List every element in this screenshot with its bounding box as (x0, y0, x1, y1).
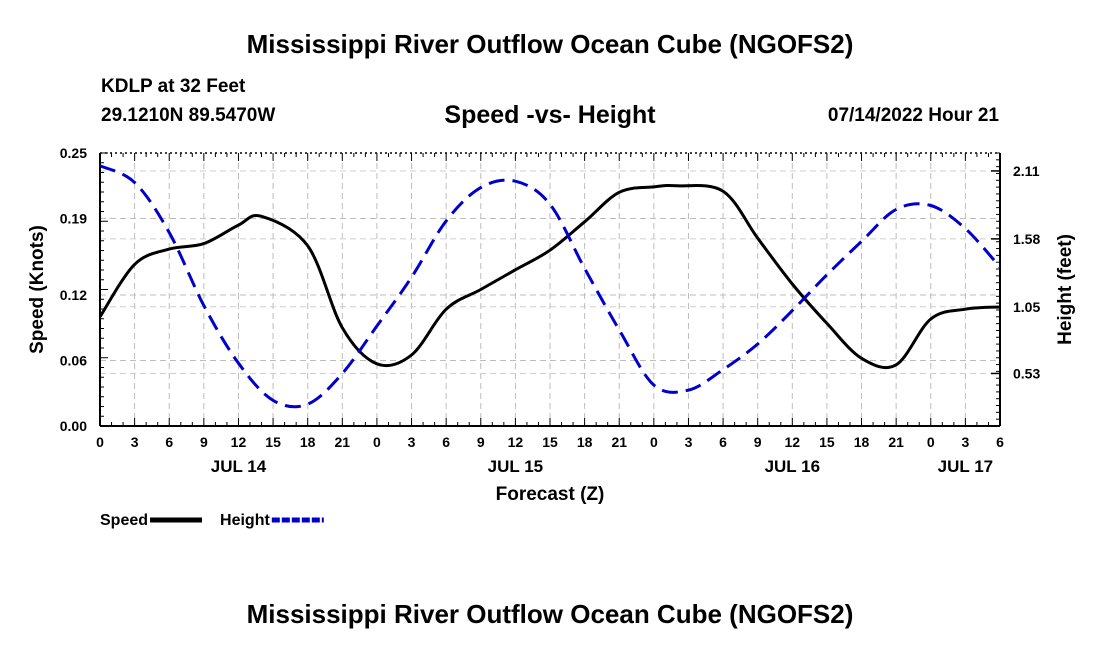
x-tick-label: 18 (577, 434, 593, 450)
x-tick-label: 21 (888, 434, 904, 450)
y-tick-label: 0.00 (60, 418, 87, 434)
x-tick-label: 15 (819, 434, 835, 450)
chart-series (98, 164, 1002, 409)
x-tick-label: 0 (650, 434, 658, 450)
x-tick-label: 9 (754, 434, 762, 450)
legend-label-height: Height (220, 512, 270, 529)
y2-tick-label: 1.58 (1013, 231, 1040, 247)
x-tick-label: 15 (542, 434, 558, 450)
x-tick-label: 18 (854, 434, 870, 450)
y2-tick-label: 0.53 (1013, 365, 1040, 381)
x-tick-label: 12 (508, 434, 524, 450)
x-tick-label: 0 (373, 434, 381, 450)
footer-title: Mississippi River Outflow Ocean Cube (NG… (246, 599, 854, 629)
x-tick-label: 18 (300, 434, 316, 450)
axis-labels: Forecast (Z) Speed (Knots) Height (feet) (27, 225, 1076, 505)
x-tick-label: 3 (961, 434, 969, 450)
x-tick-label: 3 (685, 434, 693, 450)
x-tick-label: 3 (408, 434, 416, 450)
y2-axis-label: Height (feet) (1055, 234, 1076, 345)
x-tick-label: 9 (200, 434, 208, 450)
speed-height-chart: 0 3 6 9 12 15 18 21 0 3 6 9 12 15 18 21 0 3 6 9 12 15 18 21 0 3 6J… (27, 145, 1076, 529)
date-label: JUL 14 (211, 457, 267, 476)
legend-label-speed: Speed (100, 512, 148, 529)
y-tick-label: 0.25 (60, 145, 87, 161)
date-label: JUL 16 (765, 457, 820, 476)
x-tick-label: 15 (265, 434, 281, 450)
x-tick-label: 12 (231, 434, 247, 450)
x-tick-label: 6 (719, 434, 727, 450)
x-tick-label: 21 (335, 434, 351, 450)
y2-tick-label: 1.05 (1013, 299, 1040, 315)
x-tick-label: 9 (477, 434, 485, 450)
legend: Speed Height (100, 512, 324, 529)
station-coordinates: 29.1210N 89.5470W (101, 105, 276, 126)
chart-subtitle: Speed -vs- Height (444, 101, 656, 129)
x-tick-label: 0 (96, 434, 104, 450)
x-tick-label: 12 (785, 434, 801, 450)
y2-tick-label: 2.11 (1013, 163, 1040, 179)
x-tick-label: 6 (165, 434, 173, 450)
x-tick-label: 6 (442, 434, 450, 450)
date-label: JUL 15 (488, 457, 543, 476)
chart-axes: 0 3 6 9 12 15 18 21 0 3 6 9 12 15 18 21 0 3 6 9 12 15 18 21 0 3 6J… (60, 145, 1041, 476)
grid-lines (100, 153, 1000, 426)
forecast-datetime: 07/14/2022 Hour 21 (827, 105, 999, 126)
y-tick-label: 0.12 (60, 287, 87, 303)
date-label: JUL 17 (938, 457, 993, 476)
y-tick-label: 0.19 (60, 211, 87, 227)
main-title: Mississippi River Outflow Ocean Cube (NG… (246, 29, 854, 59)
station-label: KDLP at 32 Feet (101, 76, 246, 97)
y-axis-label: Speed (Knots) (27, 225, 48, 354)
x-tick-label: 21 (611, 434, 627, 450)
y-tick-label: 0.06 (60, 352, 87, 368)
speed-series-line (98, 183, 1001, 370)
x-tick-label: 0 (927, 434, 935, 450)
x-tick-label: 6 (996, 434, 1004, 450)
x-tick-label: 3 (131, 434, 139, 450)
x-axis-label: Forecast (Z) (496, 484, 605, 505)
